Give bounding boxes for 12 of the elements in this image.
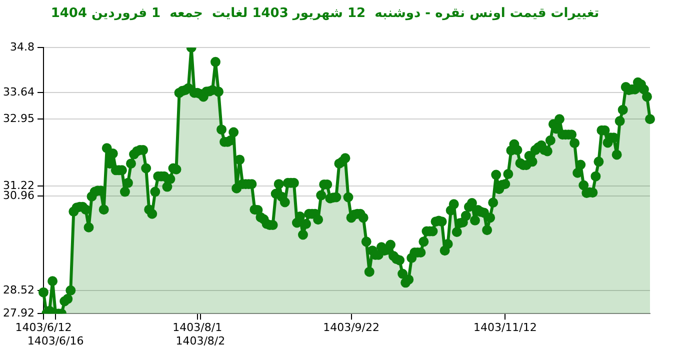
y-tick-label: 32.95 (2, 112, 34, 125)
y-tick-label: 28.52 (2, 283, 34, 296)
x-tick-label: 1403/9/22 (323, 321, 380, 334)
x-tick-label: 1403/11/12 (473, 321, 537, 334)
x-tick-label: 1403/8/2 (176, 334, 226, 348)
chart-title: تغییرات قیمت اونس نقره - دوشنبه 12 شهریور 1403 لغایت جمعه 1 فروردین 1404 (50, 6, 600, 22)
y-tick-label: 34.8 (10, 40, 34, 54)
x-tick-label: 1403/6/16 (27, 334, 84, 348)
x-tick-label: 1403/8/1 (172, 321, 222, 334)
x-tick-label: 1403/6/12 (15, 321, 72, 334)
y-tick-label: 33.64 (2, 85, 34, 98)
y-tick-label: 27.92 (2, 306, 34, 320)
